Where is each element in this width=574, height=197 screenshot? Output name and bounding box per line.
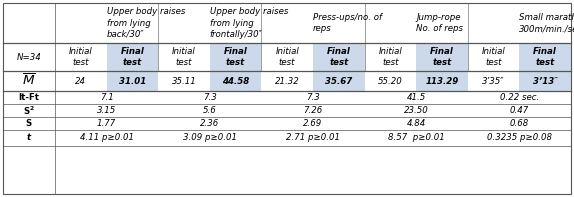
Bar [416,71,468,91]
Text: Final
test: Final test [533,47,557,67]
Text: 2.71 p≥0.01: 2.71 p≥0.01 [286,134,340,142]
Text: t: t [27,134,31,142]
Text: It-Ft: It-Ft [18,93,40,102]
Text: 3.15: 3.15 [97,106,116,115]
Text: $\mathbf{S^2}$: $\mathbf{S^2}$ [23,104,35,117]
Text: 0.68: 0.68 [510,119,529,128]
Text: 0.3235 p≥0.08: 0.3235 p≥0.08 [487,134,552,142]
Text: 35.11: 35.11 [172,76,196,85]
Text: 24: 24 [75,76,86,85]
Text: 7.3: 7.3 [306,93,320,102]
Text: 31.01: 31.01 [119,76,146,85]
Text: 0.47: 0.47 [510,106,529,115]
Text: 5.6: 5.6 [203,106,216,115]
Text: 2.69: 2.69 [304,119,323,128]
Text: 3’35″: 3’35″ [482,76,505,85]
Bar [416,43,468,71]
Text: 44.58: 44.58 [222,76,249,85]
Text: Final
test: Final test [327,47,351,67]
Text: 35.67: 35.67 [325,76,352,85]
Text: Jump-rope
No. of reps: Jump-rope No. of reps [416,13,463,33]
Text: 23.50: 23.50 [404,106,429,115]
Text: Initial
test: Initial test [69,47,92,67]
Bar [210,71,261,91]
Text: 113.29: 113.29 [425,76,459,85]
Text: 4.11 p≥0.01: 4.11 p≥0.01 [80,134,134,142]
Bar [313,71,364,91]
Text: S: S [26,119,32,128]
Text: $\overline{M}$: $\overline{M}$ [22,73,36,89]
Text: 3.09 p≥0.01: 3.09 p≥0.01 [183,134,237,142]
Text: 2.36: 2.36 [200,119,219,128]
Bar [107,43,158,71]
Text: 4.84: 4.84 [406,119,426,128]
Text: 7.26: 7.26 [304,106,323,115]
Text: Final
test: Final test [430,47,454,67]
Text: 41.5: 41.5 [406,93,426,102]
Text: Upper body raises
from lying
back/30″: Upper body raises from lying back/30″ [107,7,185,39]
Text: N=34: N=34 [17,52,41,61]
Text: Small marathon
300m/min./sec.: Small marathon 300m/min./sec. [519,13,574,33]
Text: 8.57  p≥0.01: 8.57 p≥0.01 [388,134,445,142]
Bar [210,43,261,71]
Text: Initial
test: Initial test [276,47,299,67]
Text: 21.32: 21.32 [275,76,300,85]
Text: Final
test: Final test [121,47,144,67]
Text: Press-ups/no. of
reps: Press-ups/no. of reps [313,13,382,33]
Text: 7.1: 7.1 [100,93,114,102]
Bar [107,71,158,91]
Bar [519,43,571,71]
Text: Initial
test: Initial test [482,47,506,67]
Text: Upper body raises
from lying
frontally/30″: Upper body raises from lying frontally/3… [210,7,288,39]
Text: 0.22 sec.: 0.22 sec. [500,93,539,102]
Text: Initial
test: Initial test [378,47,402,67]
Text: 55.20: 55.20 [378,76,403,85]
Bar [313,43,364,71]
Bar [519,71,571,91]
Text: 3’13″: 3’13″ [533,76,558,85]
Text: Initial
test: Initial test [172,47,196,67]
Text: 7.3: 7.3 [203,93,216,102]
Text: Final
test: Final test [224,47,247,67]
Text: 1.77: 1.77 [97,119,116,128]
